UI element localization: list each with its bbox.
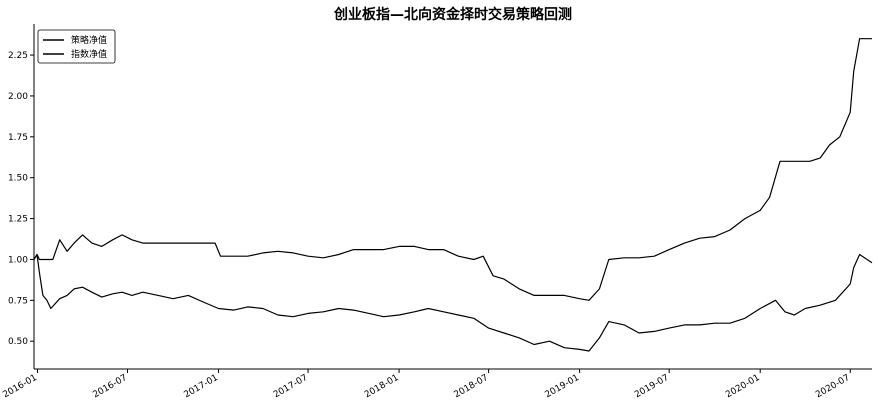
legend: 策略净值 指数净值 (37, 29, 116, 64)
series-layer (33, 38, 873, 352)
y-tick-label: 0.75 (8, 296, 28, 306)
y-tick-label: 1.50 (8, 174, 28, 184)
y-tick-label: 2.00 (8, 92, 28, 102)
series-line-strategy (33, 38, 872, 301)
series-line-index (33, 253, 873, 352)
x-ticks: 2016-01 2016-07 2017-01 2017-07 2018-01 2018-… (1, 369, 852, 400)
legend-label-strategy: 策略净值 (71, 34, 107, 46)
y-tick-label: 2.25 (8, 51, 28, 61)
x-tick-label: 2017-07 (272, 373, 310, 400)
y-tick-label: 0.50 (8, 337, 28, 347)
x-tick-label: 2016-01 (1, 373, 39, 400)
y-ticks: 0.50 0.75 1.00 1.25 1.50 1.75 2.00 2.25 (8, 51, 34, 347)
x-tick-label: 2019-07 (633, 373, 671, 400)
axes (33, 24, 872, 370)
y-tick-label: 1.75 (8, 133, 28, 143)
x-tick-label: 2020-07 (814, 373, 852, 400)
x-tick-label: 2016-07 (91, 373, 129, 400)
x-tick-label: 2020-01 (724, 373, 762, 400)
legend-label-index: 指数净值 (71, 48, 107, 60)
x-tick-label: 2018-01 (363, 373, 401, 400)
chart-title: 创业板指—北向资金择时交易策略回测 (333, 6, 572, 23)
x-tick-label: 2017-01 (182, 373, 220, 400)
y-tick-label: 1.25 (8, 215, 28, 225)
x-tick-label: 2019-01 (544, 373, 582, 400)
y-tick-label: 1.00 (8, 255, 28, 265)
x-tick-label: 2018-07 (453, 373, 491, 400)
